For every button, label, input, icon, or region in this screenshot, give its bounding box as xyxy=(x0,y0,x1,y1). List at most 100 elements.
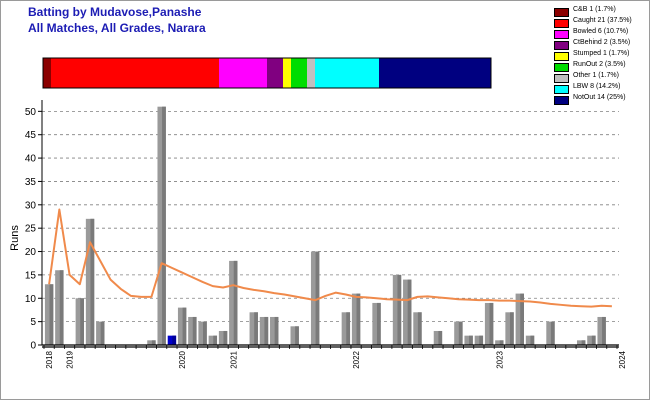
summary-segment xyxy=(219,58,267,88)
innings-bar xyxy=(525,335,535,345)
bar-shade xyxy=(49,284,54,345)
bar-body xyxy=(505,312,514,345)
bar-body xyxy=(147,340,156,345)
bar-body xyxy=(576,340,586,345)
y-tick-label: 40 xyxy=(25,154,37,165)
bar-shade xyxy=(254,312,258,345)
legend-label: CtBehind 2 (3.5%) xyxy=(573,39,631,46)
bar-shade xyxy=(509,312,514,345)
bar-shade xyxy=(489,302,494,345)
innings-bar xyxy=(55,270,64,345)
legend-label: Other 1 (1.7%) xyxy=(573,72,619,79)
innings-bar xyxy=(218,330,228,345)
bar-shade xyxy=(295,326,299,345)
bar-shade xyxy=(397,274,402,345)
innings-bar xyxy=(249,312,258,345)
bar-shade xyxy=(469,335,473,345)
innings-bar xyxy=(177,307,187,345)
bar-body xyxy=(454,321,463,345)
bar-body xyxy=(75,298,85,345)
bar-shade xyxy=(602,316,606,345)
innings-bar xyxy=(546,321,555,345)
bar-shade xyxy=(80,298,85,345)
innings-bar xyxy=(157,106,166,345)
innings-bar xyxy=(270,316,279,345)
innings-bar xyxy=(495,340,504,345)
innings-bar xyxy=(290,326,299,345)
bar-shade xyxy=(407,279,412,345)
bar-shade xyxy=(581,340,586,345)
y-tick-label: 45 xyxy=(25,130,37,141)
y-ticks: 0 5 10 15 20 25 30 35 40 45 50 xyxy=(25,107,42,352)
legend-swatch xyxy=(554,96,569,105)
legend-item: LBW 8 (14.2%) xyxy=(554,83,648,94)
bar-shade xyxy=(591,335,596,345)
bar-shade xyxy=(499,340,504,345)
bar-body xyxy=(392,274,402,345)
legend-swatch xyxy=(554,30,569,39)
innings-bar xyxy=(576,340,586,345)
innings-bar xyxy=(413,312,422,345)
bar-body xyxy=(44,284,54,345)
y-tick-label: 35 xyxy=(25,177,37,188)
innings-bar xyxy=(208,335,218,345)
legend-label: RunOut 2 (3.5%) xyxy=(573,61,626,68)
summary-segment xyxy=(315,58,379,88)
bar-shade xyxy=(417,312,422,345)
innings-bar xyxy=(229,260,238,345)
innings-bar xyxy=(44,284,54,345)
bar-body xyxy=(433,330,443,345)
bar-body xyxy=(208,335,218,345)
bar-shade xyxy=(162,106,166,345)
legend-label: Caught 21 (37.5%) xyxy=(573,17,632,24)
bar-body xyxy=(474,335,484,345)
legend-item: Bowled 6 (10.7%) xyxy=(554,28,648,39)
legend-swatch xyxy=(554,19,569,28)
gridlines xyxy=(42,110,619,323)
summary-segment xyxy=(291,58,307,88)
y-tick-label: 30 xyxy=(25,200,37,211)
bar-body xyxy=(55,270,64,345)
summary-segment xyxy=(307,58,315,88)
innings-bar xyxy=(96,321,105,345)
innings-bar xyxy=(167,335,177,345)
bar-body xyxy=(249,312,258,345)
bar-shade xyxy=(530,335,535,345)
innings-bar xyxy=(403,279,412,345)
innings-bar xyxy=(147,340,156,345)
legend-item: Caught 21 (37.5%) xyxy=(554,17,648,28)
bar-body xyxy=(290,326,299,345)
legend-item: Other 1 (1.7%) xyxy=(554,72,648,83)
bar-shade xyxy=(233,260,238,345)
x-tick-label: 2021 xyxy=(229,350,238,368)
summary-segment xyxy=(267,58,283,88)
axes xyxy=(41,100,619,348)
bar-body xyxy=(484,302,494,345)
summary-segment xyxy=(379,58,491,88)
x-tick-label: 2019 xyxy=(66,350,75,368)
bar-body xyxy=(413,312,422,345)
legend-label: NotOut 14 (25%) xyxy=(573,94,626,101)
y-tick-label: 20 xyxy=(25,247,37,258)
legend-label: C&B 1 (1.7%) xyxy=(573,6,616,13)
y-axis-label: Runs xyxy=(9,225,21,251)
bar-body xyxy=(464,335,473,345)
legend-item: CtBehind 2 (3.5%) xyxy=(554,39,648,50)
bar-shade xyxy=(520,293,524,345)
bar-body xyxy=(218,330,228,345)
innings-bar xyxy=(188,316,197,345)
average-line-group xyxy=(48,208,612,308)
innings-bar xyxy=(198,321,207,345)
bar-body xyxy=(177,307,187,345)
innings-bar xyxy=(587,335,596,345)
bar-body xyxy=(188,316,197,345)
innings-bar xyxy=(392,274,402,345)
innings-bar xyxy=(259,316,269,345)
bar-body xyxy=(259,316,269,345)
bar-shade xyxy=(59,270,64,345)
bar-shade xyxy=(356,293,361,345)
bar-body xyxy=(403,279,412,345)
bar-body xyxy=(198,321,207,345)
bar-body xyxy=(525,335,535,345)
